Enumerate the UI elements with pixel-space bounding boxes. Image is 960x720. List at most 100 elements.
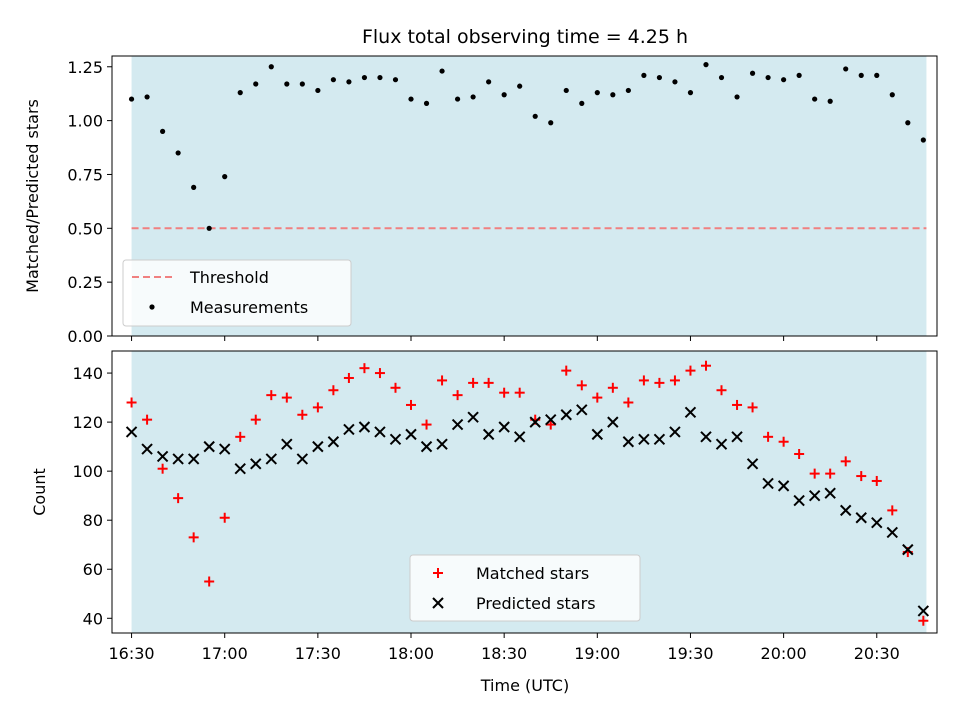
measurement-point — [734, 94, 740, 100]
bottom-x-tick-label: 20:30 — [854, 644, 900, 663]
predicted-star-point — [374, 426, 386, 438]
matched-star-point — [716, 385, 727, 396]
chart-title: Flux total observing time = 4.25 h — [362, 26, 688, 48]
matched-star-point — [343, 372, 354, 383]
measurement-point — [253, 81, 259, 87]
measurement-point — [625, 87, 631, 94]
predicted-star-point — [576, 404, 588, 416]
bottom-y-tick-label: 140 — [72, 364, 103, 383]
measurement-point — [222, 174, 228, 180]
bottom-y-axis-label: Count — [30, 468, 49, 516]
predicted-star-point — [886, 526, 898, 539]
matched-legend-label: Matched stars — [476, 564, 589, 583]
threshold-legend-label: Threshold — [189, 268, 269, 287]
measurements-legend-swatch — [149, 304, 155, 310]
predicted-star-point — [684, 406, 697, 419]
measurement-point — [858, 72, 864, 78]
matched-star-point — [374, 368, 385, 379]
measurement-point — [439, 68, 445, 74]
top-panel: Flux total observing time = 4.25 h 0.000… — [23, 26, 938, 346]
predicted-star-point — [653, 433, 666, 445]
matched-star-point — [499, 387, 510, 398]
predicted-star-point — [172, 453, 184, 465]
predicted-star-point — [560, 409, 572, 421]
predicted-star-point — [219, 443, 231, 455]
bottom-x-tick-label: 17:30 — [295, 644, 341, 663]
predicted-star-point — [156, 450, 169, 463]
matched-star-point — [437, 375, 448, 386]
predicted-star-point — [436, 438, 448, 450]
matched-star-point — [312, 402, 323, 413]
predicted-star-point — [855, 512, 867, 524]
measurement-point — [532, 113, 538, 119]
matched-star-point — [638, 375, 649, 386]
matched-star-point — [871, 475, 882, 486]
matched-star-point — [809, 468, 820, 479]
predicted-star-point — [622, 436, 635, 448]
bottom-x-tick-label: 19:00 — [574, 644, 620, 663]
matched-star-point — [483, 377, 494, 388]
matched-star-point — [685, 365, 696, 376]
measurement-point — [423, 100, 430, 106]
matched-star-point — [918, 615, 929, 626]
matched-star-point — [142, 414, 153, 425]
matched-star-point — [328, 385, 339, 396]
predicted-star-point — [746, 458, 759, 470]
predicted-star-point — [715, 438, 728, 450]
measurement-point — [812, 96, 818, 102]
measurement-point — [703, 62, 709, 68]
predicted-star-point — [871, 516, 883, 529]
predicted-legend-swatch — [432, 597, 444, 609]
measurement-point — [843, 66, 849, 72]
matched-star-point — [514, 387, 525, 398]
bottom-y-axis: 40 60 80 100 120 140 — [72, 364, 112, 628]
measurement-point — [470, 94, 476, 100]
measurement-point — [237, 90, 243, 96]
measurement-point — [749, 70, 756, 76]
predicted-star-point — [281, 438, 293, 450]
measurement-point — [765, 74, 771, 81]
top-y-tick-label: 1.00 — [67, 112, 103, 131]
measurement-point — [672, 79, 678, 85]
measurement-point — [268, 64, 274, 70]
bottom-legend-box — [409, 554, 641, 622]
bottom-x-axis: 16:30 17:00 17:30 18:00 18:30 19:00 19:30 20:00… — [109, 633, 900, 663]
matched-star-point — [887, 505, 898, 516]
measurement-point — [392, 77, 399, 83]
predicted-star-point — [840, 504, 852, 517]
measurement-point — [315, 87, 321, 94]
matched-star-point — [747, 402, 758, 413]
predicted-star-point — [405, 428, 417, 441]
predicted-star-point — [591, 428, 604, 441]
predicted-star-point — [312, 440, 324, 453]
matched-star-point — [607, 382, 618, 393]
top-x-axis — [131, 336, 878, 341]
matched-star-point — [545, 419, 556, 430]
measurement-point — [905, 120, 911, 126]
matched-star-point — [623, 397, 634, 408]
top-legend-box — [122, 259, 352, 327]
predicted-star-point — [731, 431, 743, 443]
measurement-point — [486, 79, 492, 85]
measurement-point — [454, 96, 461, 102]
bottom-x-tick-label: 18:30 — [481, 644, 527, 663]
predicted-star-point — [451, 418, 464, 431]
measurement-point — [501, 92, 507, 98]
bottom-y-tick-label: 60 — [83, 560, 103, 579]
measurement-point — [408, 96, 414, 102]
matched-star-point — [204, 576, 215, 587]
measurement-point — [377, 74, 383, 81]
predicted-star-point — [793, 494, 805, 507]
matched-star-point — [592, 392, 603, 403]
bottom-legend: Matched stars Predicted stars — [409, 554, 641, 622]
predicted-star-point — [234, 462, 246, 475]
measurement-point — [641, 72, 647, 78]
top-y-axis-label: Matched/Predicted stars — [23, 99, 42, 293]
matched-star-point — [794, 448, 805, 459]
matched-star-point — [576, 380, 587, 391]
matched-star-point — [188, 532, 199, 543]
bottom-x-tick-label: 18:00 — [388, 644, 434, 663]
measurement-point — [796, 72, 802, 78]
matched-star-point — [297, 409, 308, 420]
